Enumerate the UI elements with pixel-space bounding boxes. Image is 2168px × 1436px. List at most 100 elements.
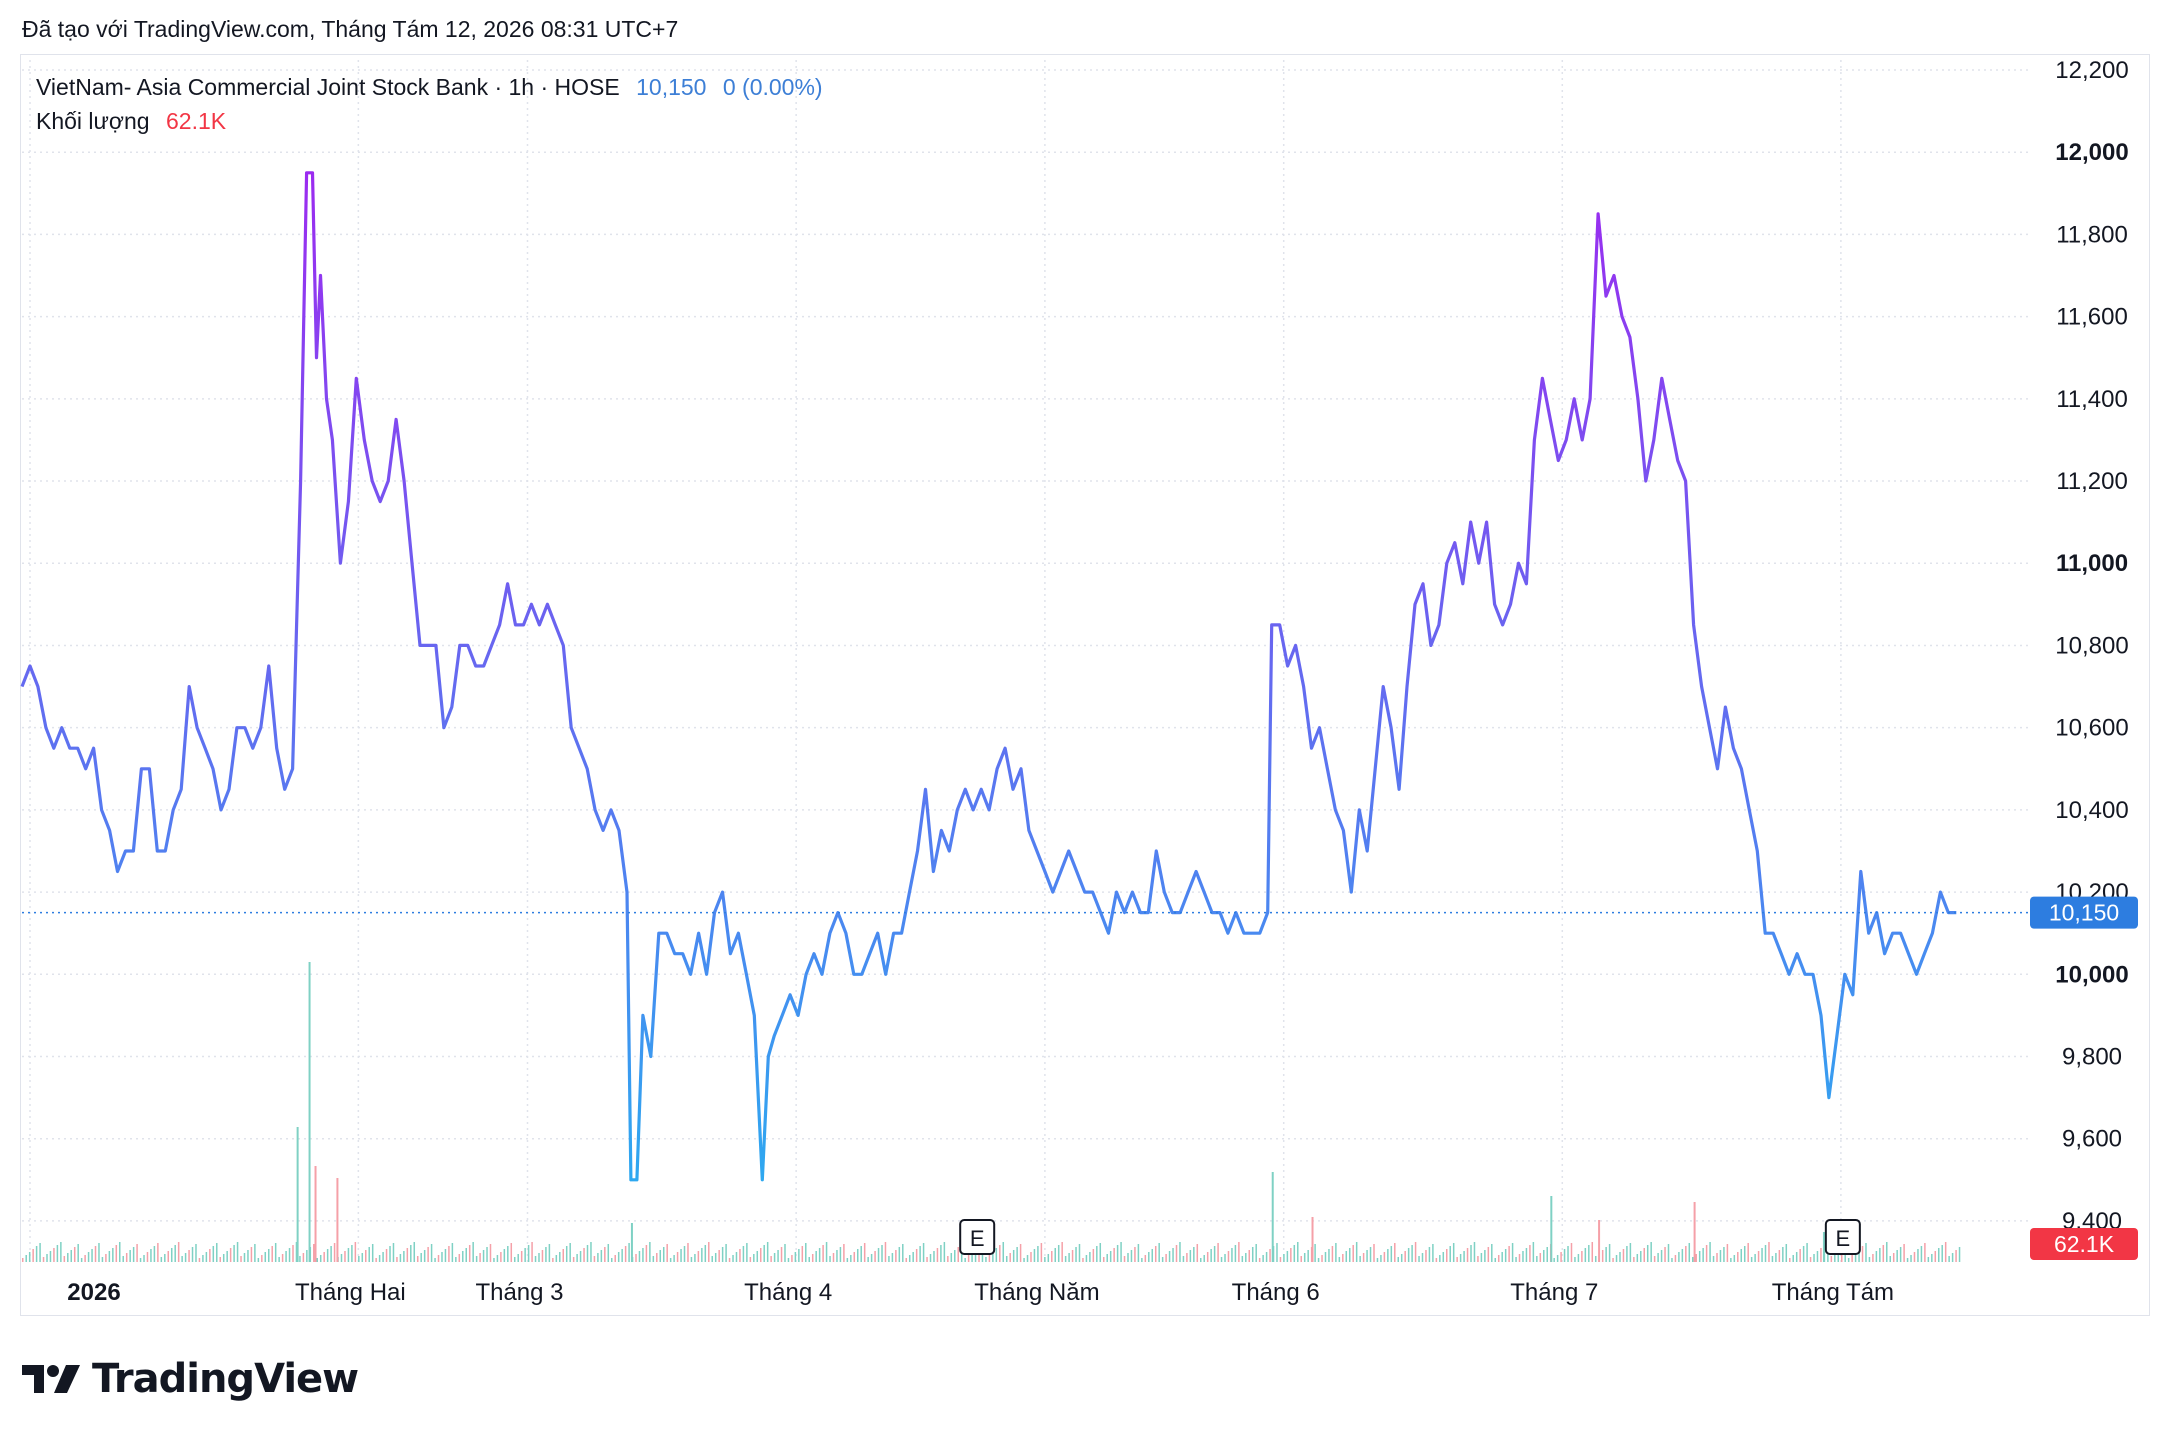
volume-bar: [662, 1247, 665, 1262]
volume-bar: [642, 1248, 644, 1262]
volume-bar: [410, 1245, 412, 1262]
volume-bar: [1834, 1253, 1836, 1262]
volume-bar: [1775, 1253, 1777, 1262]
volume-bar: [112, 1248, 114, 1262]
volume-bar: [1203, 1255, 1205, 1262]
volume-bar: [1847, 1258, 1850, 1262]
volume-bar: [278, 1257, 280, 1262]
volume-bar: [46, 1254, 48, 1262]
volume-bar: [704, 1245, 707, 1262]
volume-bar: [867, 1257, 869, 1262]
volume-bar: [295, 1242, 298, 1262]
volume-bar: [177, 1242, 180, 1262]
volume-bar: [604, 1247, 606, 1262]
y-tick-label: 12,200: [2055, 57, 2128, 84]
volume-bar: [628, 1243, 630, 1262]
volume-bar: [1345, 1251, 1348, 1262]
volume-spike: [336, 1178, 339, 1262]
volume-bar: [1532, 1242, 1535, 1262]
volume-bar: [1040, 1243, 1043, 1262]
volume-bar: [1889, 1256, 1891, 1262]
volume-bar: [739, 1249, 741, 1262]
volume-bar: [1501, 1252, 1503, 1262]
legend-volume-row: Khối lượng 62.1K: [36, 104, 833, 138]
volume-bar: [247, 1250, 249, 1262]
volume-bar: [1463, 1251, 1465, 1262]
volume-bar: [1113, 1248, 1115, 1262]
volume-bar: [1743, 1246, 1746, 1262]
volume-bar: [1158, 1243, 1160, 1262]
volume-bar: [1071, 1250, 1074, 1262]
volume-bar: [929, 1254, 932, 1262]
volume-bar: [801, 1246, 804, 1262]
volume-bar: [583, 1248, 585, 1262]
volume-bar: [1643, 1248, 1645, 1262]
volume-bar: [538, 1253, 540, 1262]
volume-bar: [1033, 1249, 1036, 1262]
volume-bar: [971, 1252, 973, 1262]
volume-bar: [1335, 1243, 1337, 1262]
volume-spike: [296, 1127, 299, 1262]
volume-bar: [1051, 1251, 1053, 1262]
volume-bar: [219, 1257, 221, 1262]
volume-bar: [150, 1249, 152, 1262]
volume-bar: [1924, 1243, 1926, 1262]
volume-bar: [136, 1244, 138, 1262]
volume-bar: [1560, 1252, 1562, 1262]
volume-bar: [1608, 1244, 1611, 1262]
volume-bar: [146, 1252, 149, 1262]
y-tick-label: 11,400: [2056, 386, 2128, 413]
volume-bar: [1061, 1242, 1063, 1262]
volume-bar: [1106, 1254, 1108, 1262]
volume-bar: [496, 1255, 499, 1262]
volume-bar: [73, 1247, 76, 1262]
volume-bar: [143, 1255, 145, 1262]
volume-bar: [1556, 1255, 1559, 1262]
volume-bar: [1352, 1245, 1354, 1262]
volume-bar: [947, 1256, 949, 1262]
volume-bar: [517, 1254, 519, 1262]
volume-bar: [479, 1253, 481, 1262]
volume-bar: [1477, 1256, 1479, 1262]
volume-bar: [1903, 1244, 1905, 1262]
brand[interactable]: TradingView: [22, 1356, 359, 1402]
volume-bar: [507, 1246, 509, 1262]
volume-bar: [1373, 1244, 1375, 1262]
volume-bar: [545, 1247, 547, 1262]
volume-bar: [63, 1256, 66, 1262]
volume-bar: [1778, 1250, 1781, 1262]
volume-bar: [1692, 1257, 1694, 1262]
volume-bar: [361, 1253, 364, 1262]
volume-bar: [1269, 1249, 1271, 1262]
volume-bar: [437, 1255, 440, 1262]
volume-bar: [1546, 1247, 1548, 1262]
volume-bar: [1161, 1257, 1164, 1262]
volume-bar: [579, 1251, 582, 1262]
y-tick-label: 11,000: [2056, 550, 2128, 577]
volume-bar: [486, 1247, 488, 1262]
volume-bar: [513, 1257, 516, 1262]
volume-bar: [420, 1253, 422, 1262]
volume-bar: [226, 1251, 228, 1262]
volume-bar: [822, 1245, 824, 1262]
volume-bar: [1248, 1250, 1251, 1262]
volume-bar: [1879, 1248, 1881, 1262]
volume-bar: [340, 1254, 343, 1262]
volume-bar: [1397, 1257, 1399, 1262]
volume-bar: [863, 1243, 866, 1262]
volume-bar: [1622, 1249, 1625, 1262]
volume-bar: [1054, 1248, 1056, 1262]
volume-bar: [659, 1250, 662, 1262]
volume-bar: [1064, 1256, 1067, 1262]
volume-bar: [1636, 1254, 1639, 1262]
volume-bar: [1456, 1257, 1458, 1262]
volume-bar: [912, 1252, 914, 1262]
volume-bar: [645, 1245, 648, 1262]
volume-bar: [105, 1254, 107, 1262]
volume-bar: [524, 1248, 526, 1262]
volume-bar: [985, 1257, 987, 1262]
volume-bar: [1851, 1255, 1853, 1262]
volume-bar: [170, 1248, 173, 1262]
volume-bar: [787, 1258, 790, 1262]
